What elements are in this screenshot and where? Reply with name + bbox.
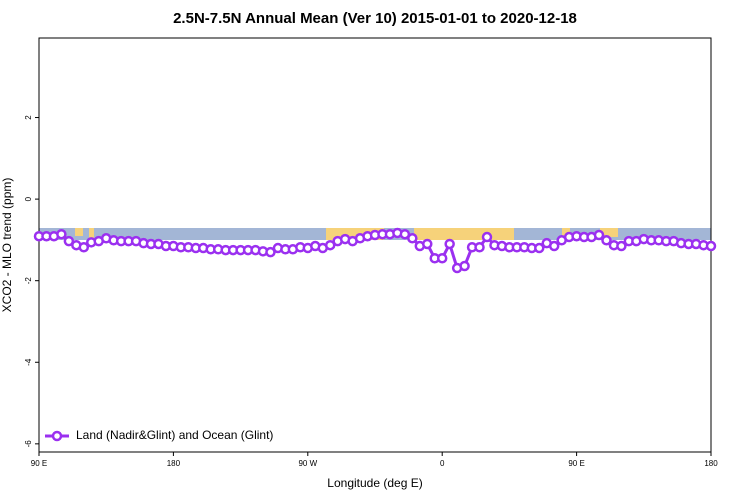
data-point [78,241,90,253]
x-tick-label: 180 [704,459,718,468]
data-point [407,233,418,244]
data-point [705,240,717,252]
land-band [414,228,514,240]
legend-marker [51,430,63,442]
data-point [459,260,470,272]
chart-title: 2.5N-7.5N Annual Mean (Ver 10) 2015-01-0… [173,10,577,27]
legend-label: Land (Nadir&Glint) and Ocean (Glint) [76,428,273,442]
land-band [562,228,570,236]
land-band [75,228,83,236]
x-axis-label: Longitude (deg E) [327,476,422,490]
data-point [56,228,67,240]
data-point [481,231,493,243]
data-point [593,229,605,241]
land-band [600,228,618,237]
y-axis-label: XCO2 - MLO trend (ppm) [0,178,14,313]
data-point [616,240,627,252]
y-tick-label: -4 [24,358,33,366]
data-point [436,253,448,264]
data-point [399,228,411,240]
data-point [422,238,433,250]
data-point [601,235,612,246]
data-point [534,242,545,254]
x-tick-label: 90 E [568,459,584,468]
x-tick-label: 180 [167,459,181,468]
data-point [265,246,276,258]
x-tick-label: 90 E [31,459,47,468]
x-tick-label: 90 W [298,459,317,468]
y-tick-label: -2 [24,277,33,285]
data-point [444,238,455,250]
data-point [474,241,485,253]
y-tick-label: 2 [24,115,33,120]
y-tick-label: -6 [24,440,33,448]
y-tick-label: 0 [24,196,33,201]
x-tick-label: 0 [440,459,445,468]
land-band [89,228,94,238]
data-point [324,239,336,251]
data-point [548,240,560,252]
data-point [63,235,75,247]
